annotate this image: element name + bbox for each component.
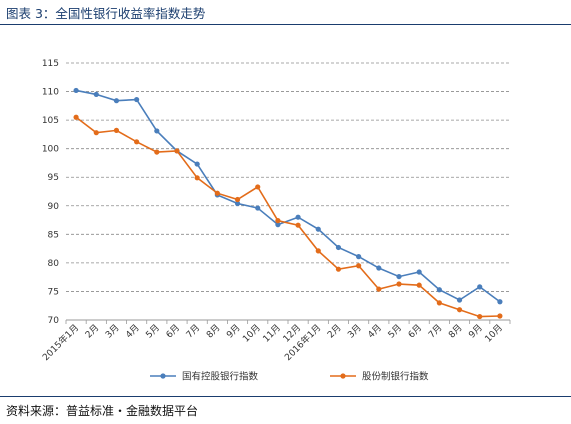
x-tick-label: 9月 (224, 322, 242, 340)
data-point (275, 222, 281, 228)
y-tick-label: 80 (48, 259, 60, 269)
data-point (214, 190, 220, 196)
data-point (134, 96, 140, 103)
data-point (356, 263, 362, 269)
data-point (376, 286, 382, 292)
data-point (154, 149, 160, 155)
x-tick-label: 7月 (426, 322, 444, 340)
x-tick-label: 5月 (144, 322, 162, 340)
figure-title: 图表 3：全国性银行收益率指数走势 (6, 6, 206, 21)
data-point (73, 87, 79, 94)
data-point (93, 130, 99, 136)
data-point (497, 313, 503, 319)
legend-swatch-marker (340, 373, 346, 379)
y-tick-label: 70 (48, 316, 60, 326)
data-point (234, 200, 241, 207)
data-point (154, 128, 160, 134)
legend: 国有控股银行指数 股份制银行指数 (150, 371, 429, 383)
x-tick-label: 8月 (446, 322, 464, 340)
y-tick-label: 100 (42, 145, 59, 155)
data-point (113, 127, 120, 133)
x-tick-label: 5月 (386, 322, 404, 340)
data-point (194, 161, 200, 167)
grid-lines (66, 62, 510, 292)
x-tick-label: 11月 (261, 322, 283, 344)
y-tick-label: 85 (48, 230, 59, 240)
y-tick-label: 105 (42, 116, 59, 126)
data-point (255, 184, 261, 190)
data-point (295, 222, 301, 228)
data-point (396, 281, 402, 287)
data-point (416, 282, 422, 288)
data-point (456, 297, 463, 303)
data-point (113, 98, 120, 104)
x-tick-label: 4月 (366, 322, 384, 340)
data-point (456, 307, 463, 313)
data-point (436, 287, 442, 293)
y-tick-label: 110 (42, 88, 59, 98)
x-tick-label: 6月 (164, 322, 182, 340)
x-tick-label: 3月 (346, 322, 364, 340)
data-point (335, 244, 342, 251)
x-tick-label: 4月 (124, 322, 142, 340)
x-tick-label: 3月 (103, 322, 121, 340)
x-tick-label: 10月 (241, 322, 263, 344)
data-point (255, 205, 261, 211)
data-point (477, 313, 483, 320)
data-point (295, 214, 301, 220)
series-line-1 (75, 89, 501, 303)
data-point (93, 91, 99, 98)
x-tick-label: 7月 (184, 322, 202, 340)
series-line-2 (75, 116, 500, 318)
data-point (436, 300, 442, 306)
series-group (73, 87, 503, 320)
x-tick-label: 2月 (325, 322, 343, 340)
data-point (497, 299, 503, 305)
data-point (416, 269, 422, 275)
legend-label: 国有控股银行指数 (182, 371, 259, 383)
data-point (275, 218, 281, 224)
data-point (174, 148, 180, 154)
x-tick-label: 6月 (406, 322, 424, 340)
x-tick-label: 2月 (83, 322, 101, 340)
data-point (315, 226, 321, 232)
y-axis-ticks: 70 75 80 85 90 95 100 105 110 115 (42, 59, 59, 326)
top-rule (0, 24, 571, 25)
x-tick-label: 2015年1月 (40, 322, 81, 363)
x-tick-label: 10月 (483, 322, 505, 344)
y-tick-label: 75 (48, 287, 59, 297)
y-tick-label: 115 (42, 59, 59, 69)
data-point (376, 265, 382, 271)
data-point (335, 266, 342, 272)
bottom-rule (0, 396, 571, 397)
y-tick-label: 95 (48, 173, 59, 183)
data-point (73, 114, 79, 120)
data-point (134, 139, 140, 145)
y-tick-label: 90 (48, 202, 60, 212)
data-point (356, 254, 362, 260)
legend-swatch-marker (160, 373, 166, 379)
data-point (477, 284, 483, 290)
x-tick-label: 9月 (467, 322, 485, 340)
legend-label: 股份制银行指数 (362, 371, 429, 383)
data-point (234, 196, 241, 203)
data-point (396, 273, 402, 280)
data-point (315, 248, 321, 254)
x-tick-label: 8月 (204, 322, 222, 340)
source-note: 资料来源：普益标准・金融数据平台 (6, 404, 199, 418)
data-point (194, 175, 200, 181)
